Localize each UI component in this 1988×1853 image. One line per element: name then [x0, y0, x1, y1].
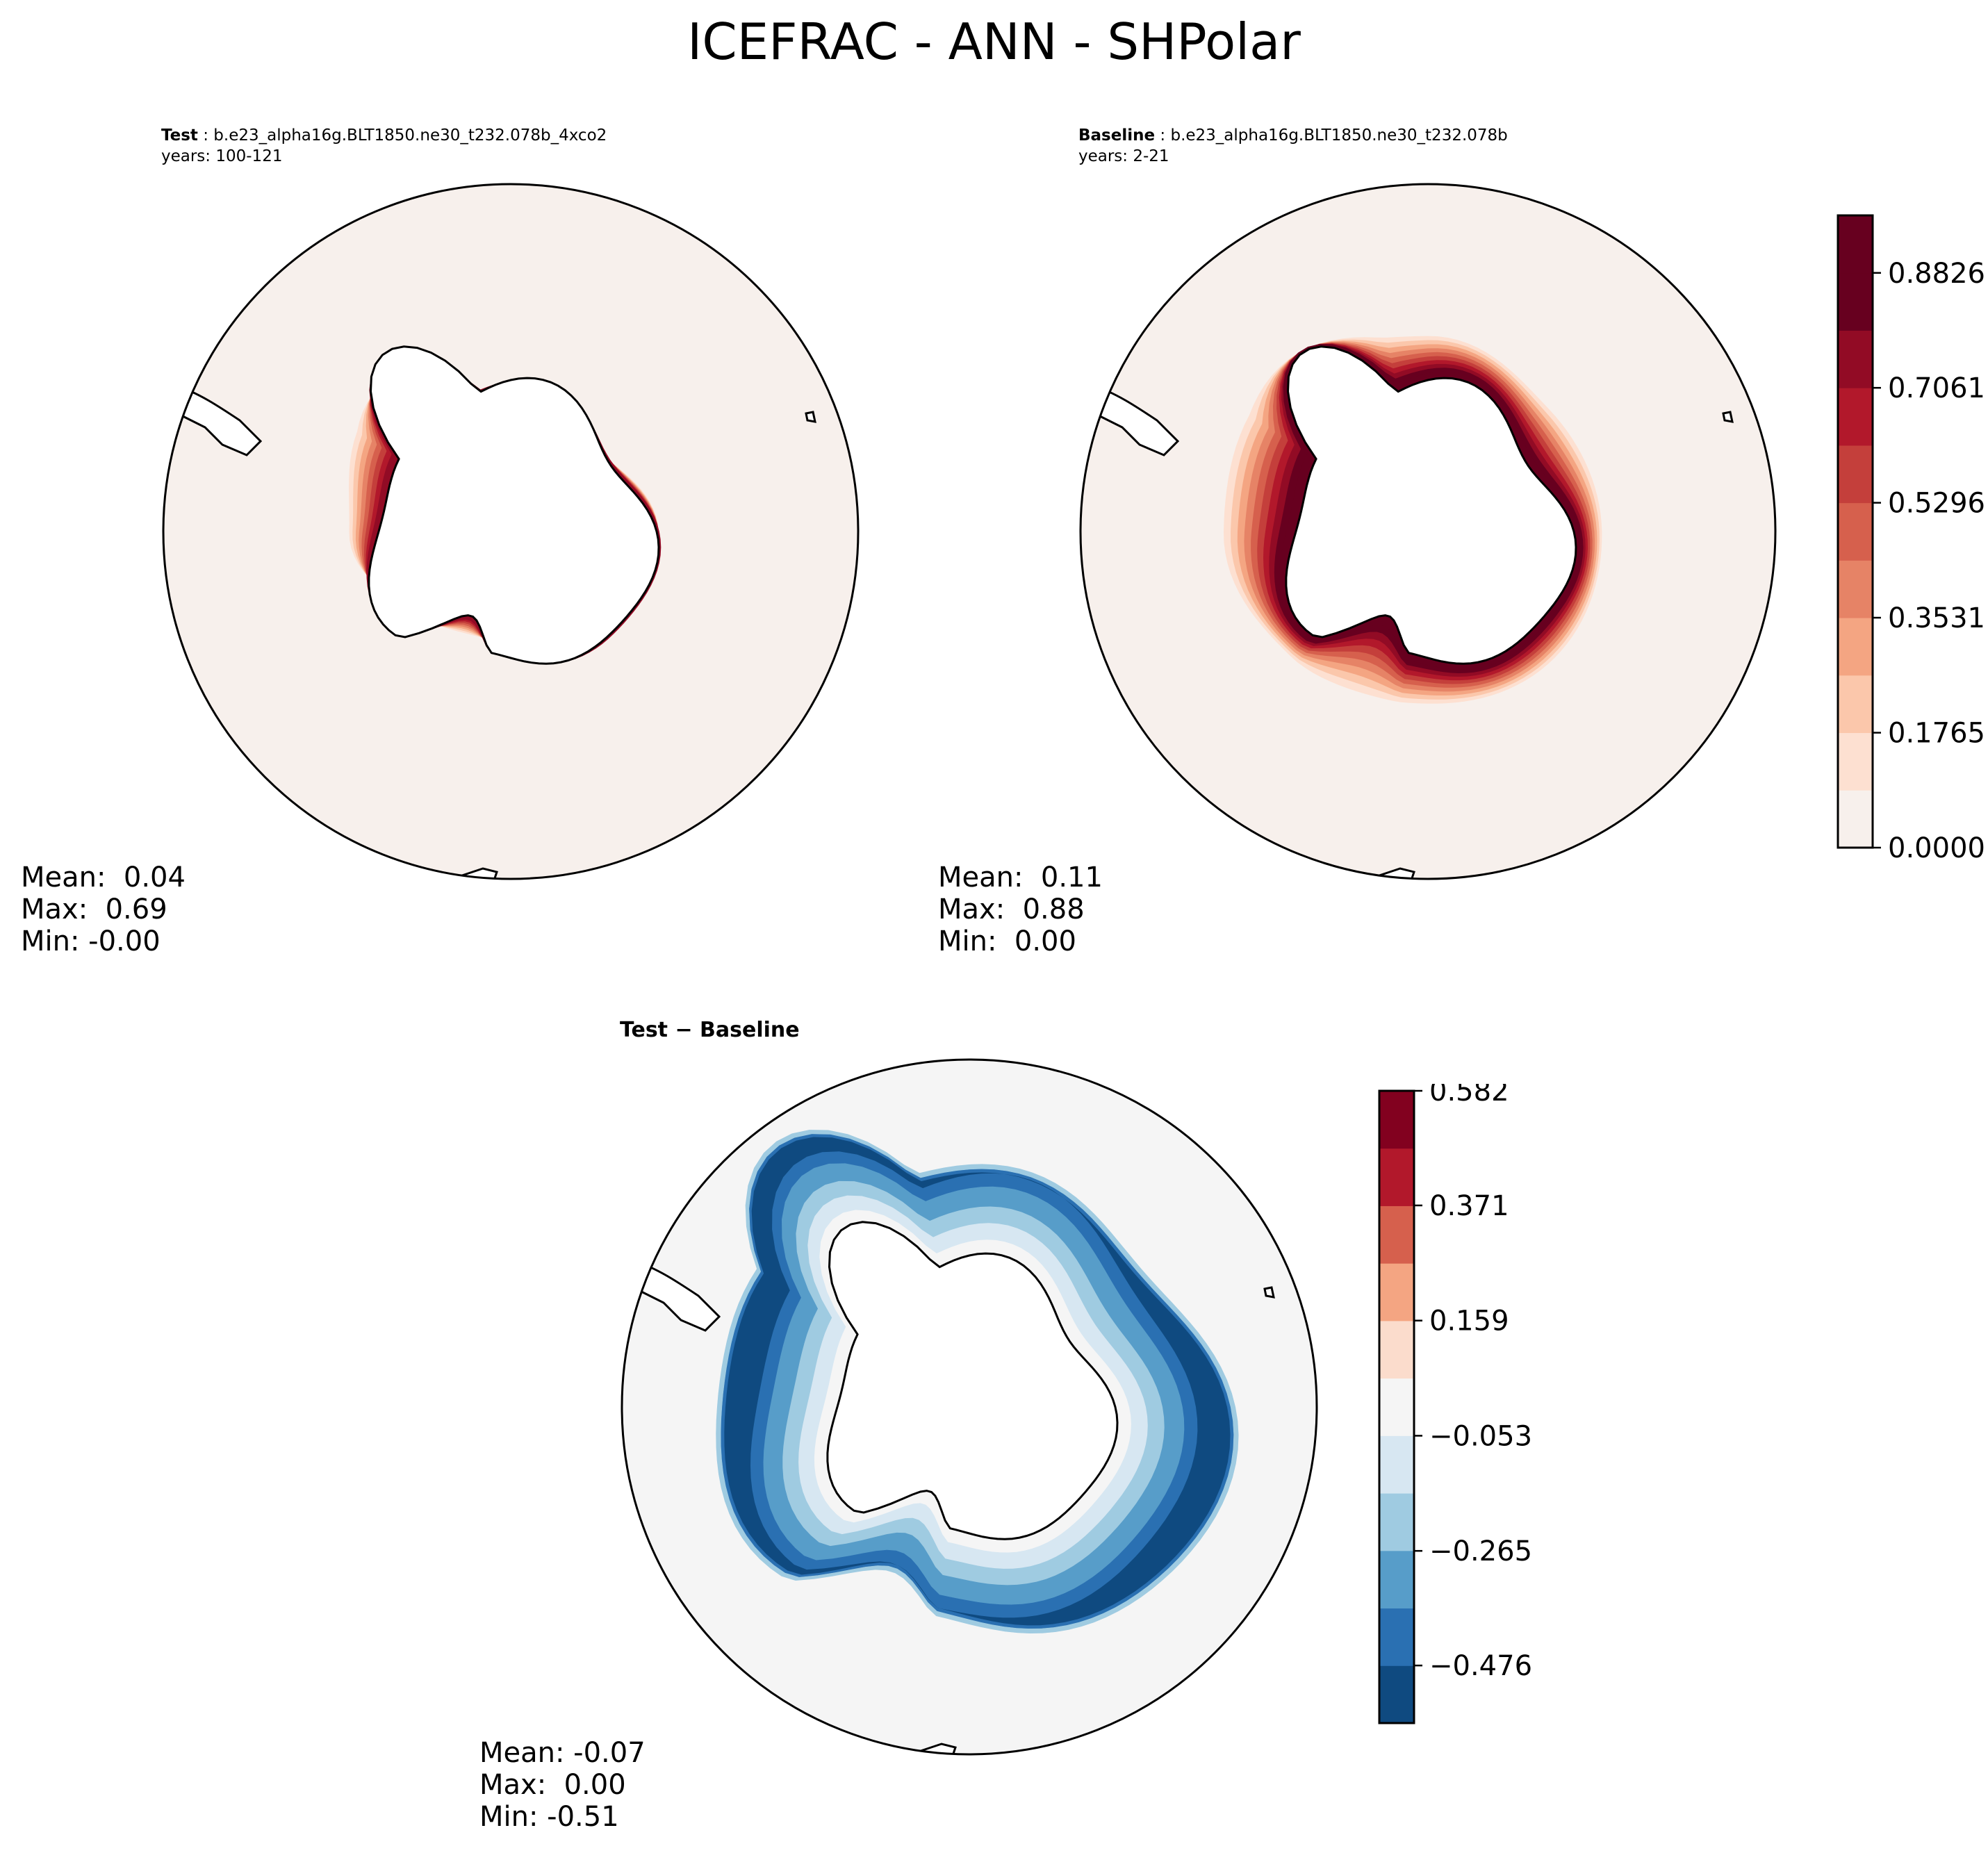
test-antarctica-coastline [368, 345, 660, 665]
top-colorbar-segment-8 [1838, 388, 1873, 446]
top-colorbar-tick-label-2: 0.1765 [1888, 718, 1985, 750]
baseline-stats: Mean: 0.11 Max: 0.88 Min: 0.00 [938, 862, 1103, 957]
diff-colorbar-tick-label-5: 0.371 [1429, 1190, 1509, 1222]
figure-title: ICEFRAC - ANN - SHPolar [687, 13, 1301, 71]
diff-min: Min: -0.51 [479, 1801, 619, 1833]
top-colorbar-segment-5 [1838, 560, 1873, 618]
baseline-max: Max: 0.88 [938, 893, 1085, 925]
baseline-panel-label: Baseline : b.e23_alpha16g.BLT1850.ne30_t… [1078, 125, 1508, 167]
diff-panel-label: Test − Baseline [620, 1020, 800, 1041]
diff-colorbar-segment-8 [1379, 1263, 1414, 1321]
top-colorbar-segment-3 [1838, 675, 1873, 734]
top-colorbar-segment-7 [1838, 445, 1873, 504]
test-panel-label: Test : b.e23_alpha16g.BLT1850.ne30_t232.… [161, 125, 607, 167]
baseline-min: Min: 0.00 [938, 925, 1076, 957]
baseline-map [1079, 183, 1777, 880]
diff-colorbar-tick-label-6: 0.582 [1429, 1084, 1509, 1107]
sea-ice-colorbar: 0.0000 0.1765 0.3531 0.5296 0.7061 0.8826 [1837, 214, 1985, 862]
diff-colorbar-segment-1 [1379, 1665, 1414, 1724]
top-colorbar-segment-6 [1838, 502, 1873, 561]
test-max: Max: 0.69 [21, 893, 167, 925]
top-colorbar-segment-9 [1838, 330, 1873, 388]
test-mean: Mean: 0.04 [21, 862, 186, 893]
top-colorbar-segment-1 [1838, 790, 1873, 848]
test-min: Min: -0.00 [21, 925, 161, 957]
diff-colorbar-segment-9 [1379, 1205, 1414, 1264]
baseline-label-case: : b.e23_alpha16g.BLT1850.ne30_t232.078b [1155, 126, 1508, 145]
diff-colorbar-tick-label-2: −0.265 [1429, 1535, 1532, 1567]
test-label-case: : b.e23_alpha16g.BLT1850.ne30_t232.078b_… [197, 126, 607, 145]
baseline-years: years: 2-21 [1078, 147, 1169, 165]
diff-colorbar-frame [1378, 1089, 1415, 1724]
diff-colorbar-tick-label-4: 0.159 [1429, 1306, 1509, 1337]
diff-colorbar-segment-6 [1379, 1378, 1414, 1436]
test-map-boundary [162, 183, 860, 880]
top-colorbar-segment-11 [1838, 215, 1873, 274]
diff-map [621, 1058, 1318, 1756]
top-colorbar-tick-label-3: 0.3531 [1888, 602, 1985, 634]
diff-anomaly-band-5 [724, 1137, 1231, 1626]
baseline-island-coastline [1722, 411, 1734, 423]
baseline-antarctica-coastline [1285, 345, 1577, 665]
diff-colorbar-segment-10 [1379, 1148, 1414, 1206]
diff-contour-fill [716, 1130, 1239, 1633]
diff-mean: Mean: -0.07 [479, 1737, 646, 1769]
test-years: years: 100-121 [161, 147, 283, 165]
test-stats: Mean: 0.04 Max: 0.69 Min: -0.00 [21, 862, 186, 957]
top-colorbar-segment-4 [1838, 618, 1873, 676]
top-colorbar-tick-label-1: 0.0000 [1888, 832, 1985, 862]
top-colorbar-tick-label-4: 0.5296 [1888, 488, 1985, 520]
test-island-coastline [805, 411, 816, 423]
top-colorbar-tick-label-6: 0.8826 [1888, 258, 1985, 290]
diff-colorbar-segment-4 [1379, 1493, 1414, 1551]
diff-colorbar-tick-label-1: −0.476 [1429, 1650, 1532, 1682]
diff-anomaly-band-4 [721, 1134, 1234, 1629]
top-colorbar-tick-label-5: 0.7061 [1888, 372, 1985, 404]
diff-label-bold: Test − Baseline [620, 1018, 800, 1042]
diff-colorbar-segment-7 [1379, 1320, 1414, 1379]
top-colorbar-segment-2 [1838, 732, 1873, 791]
baseline-label-bold: Baseline [1078, 126, 1156, 145]
top-colorbar-segment-10 [1838, 272, 1873, 331]
baseline-mean: Mean: 0.11 [938, 862, 1103, 893]
diff-map-boundary [621, 1058, 1318, 1756]
diff-antarctica-coastline [826, 1221, 1119, 1540]
top-colorbar-frame [1837, 214, 1874, 849]
diff-stats: Mean: -0.07 Max: 0.00 Min: -0.51 [479, 1737, 646, 1833]
test-map [162, 183, 860, 880]
baseline-map-boundary [1079, 183, 1777, 880]
diff-max: Max: 0.00 [479, 1769, 626, 1801]
test-label-bold: Test [161, 126, 198, 145]
diff-colorbar-tick-label-3: −0.053 [1429, 1420, 1532, 1452]
diff-colorbar-segment-2 [1379, 1608, 1414, 1666]
diff-colorbar-segment-11 [1379, 1091, 1414, 1149]
diff-colorbar-segment-5 [1379, 1435, 1414, 1494]
difference-colorbar: −0.476 −0.265 −0.053 0.159 0.371 0.582 [1378, 1084, 1532, 1724]
diff-island-coastline [1263, 1286, 1275, 1299]
diff-colorbar-segment-3 [1379, 1550, 1414, 1609]
